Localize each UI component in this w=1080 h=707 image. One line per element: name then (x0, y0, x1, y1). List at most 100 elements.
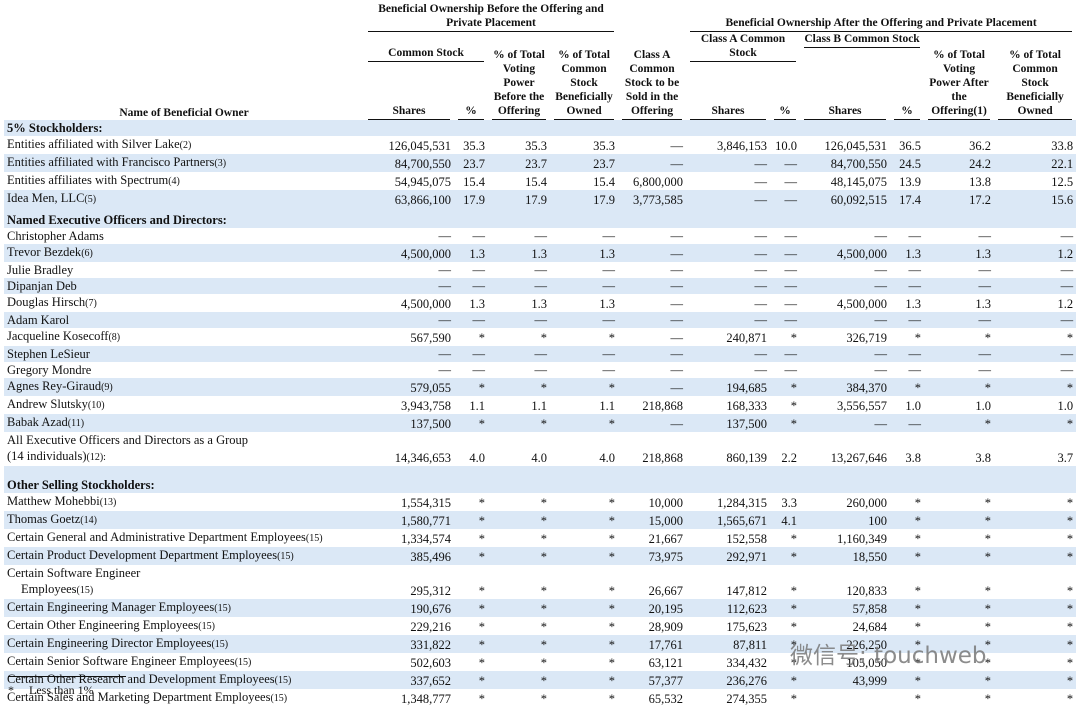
owner-name: All Executive Officers and Directors as … (4, 432, 364, 466)
owner-name-text: Thomas Goetz (7, 512, 81, 526)
owner-name-text: Entities affiliates with Spectrum (7, 173, 169, 187)
cell-value: * (454, 414, 488, 432)
cell-value: 100 (800, 511, 891, 529)
cell-value: * (608, 656, 616, 670)
col-header: % (894, 104, 921, 120)
cell-value: — (924, 312, 995, 328)
owner-name-text: Idea Men, LLC (7, 191, 85, 205)
cell-value: — (534, 363, 548, 377)
cell-value: — (784, 297, 798, 311)
cell-value: * (914, 496, 922, 510)
cell-value: 152,558 (726, 532, 768, 546)
cell-value: — (686, 346, 771, 362)
cell-value: 1.3 (890, 244, 925, 262)
cell-value: — (800, 414, 891, 432)
cell-value: — (488, 278, 550, 294)
cell-value: * (478, 584, 485, 598)
cell-value: — (784, 229, 798, 243)
cell-value: — (472, 363, 486, 377)
cell-value: — (602, 363, 616, 377)
footnote-ref: (3) (214, 158, 227, 169)
cell-value: 15,000 (618, 511, 687, 529)
cell-value: * (914, 692, 922, 706)
cell-value: — (800, 278, 891, 294)
cell-value: — (784, 363, 798, 377)
col-header: Class B Common Stock (804, 32, 921, 48)
cell-value: 1,160,349 (837, 532, 888, 546)
cell-value: 168,333 (726, 399, 768, 413)
cell-value: * (488, 511, 550, 529)
owner-name: Agnes Rey-Giraud(9) (4, 378, 364, 396)
cell-value: 22.1 (994, 154, 1077, 172)
cell-value: 502,603 (410, 656, 451, 670)
cell-value: — (784, 263, 798, 277)
cell-value: — (438, 363, 452, 377)
cell-value: — (618, 154, 687, 172)
cell-value: 384,370 (800, 378, 891, 396)
cell-value: — (978, 363, 992, 377)
cell-value: * (790, 331, 798, 345)
cell-value: — (670, 297, 684, 311)
footnote-ref: (15) (234, 657, 252, 668)
cell-value: 17,761 (618, 635, 687, 653)
cell-value: * (994, 671, 1077, 689)
data-row: Dipanjan Deb — — — — — — — — — — — (4, 278, 1077, 294)
cell-value: * (790, 692, 798, 706)
cell-value: * (890, 671, 925, 689)
cell-value: — (454, 312, 488, 328)
data-row: Entities affiliated with Silver Lake(2) 1… (4, 136, 1076, 154)
cell-value: 1.0 (905, 399, 922, 413)
cell-value: 73,975 (618, 547, 687, 565)
cell-value: — (1060, 363, 1074, 377)
cell-value: — (686, 312, 771, 328)
cell-value: 331,822 (364, 635, 454, 653)
cell-value: 567,590 (410, 331, 451, 345)
cell-value: * (914, 532, 922, 546)
data-row: Stephen LeSieur — — — — — — — — — — — (4, 346, 1077, 362)
cell-value: 10.0 (775, 139, 798, 153)
footnote-ref: (15) (277, 551, 294, 562)
cell-value: * (488, 599, 550, 617)
cell-value: — (770, 346, 801, 362)
cell-value: * (770, 635, 801, 653)
cell-value: * (1066, 584, 1074, 598)
cell-value: 1.0 (1057, 399, 1074, 413)
cell-value: — (754, 229, 768, 243)
col-header: % of Total Common Stock Beneficially Own… (998, 48, 1073, 120)
cell-value: 36.5 (899, 139, 922, 153)
cell-value: * (608, 692, 616, 706)
cell-value: * (488, 378, 550, 396)
cell-value: * (478, 656, 485, 670)
cell-value: * (550, 671, 619, 689)
cell-value: — (784, 175, 798, 189)
cell-value: 334,432 (726, 656, 768, 670)
cell-value: * (550, 414, 619, 432)
cell-value: — (1060, 229, 1074, 243)
footnote-ref: (1) (973, 105, 987, 117)
owner-name: Julie Bradley (4, 262, 364, 278)
ownership-table: Beneficial Ownership Before the Offering… (4, 0, 1077, 707)
cell-value: * (550, 547, 619, 565)
col-header: % of Total Common Stock Beneficially Own… (554, 48, 615, 120)
owner-name-text: Certain Product Development Department E… (7, 548, 278, 562)
owner-name: Certain Other Research and Development E… (4, 671, 364, 689)
cell-value: * (478, 331, 485, 345)
data-row: Certain Product Development Department E… (4, 547, 1077, 565)
data-row: Certain Other Engineering Employees(15) 2… (4, 617, 1076, 635)
cell-value: * (770, 671, 801, 689)
cell-value: 18,550 (800, 547, 891, 565)
cell-value: 84,700,550 (800, 154, 891, 172)
owner-name: Certain General and Administrative Depar… (4, 529, 364, 547)
cell-value: — (670, 229, 684, 243)
cell-value: — (618, 244, 687, 262)
cell-value: * (608, 584, 616, 598)
cell-value: * (608, 620, 616, 634)
footnote-ref: (15) (270, 693, 288, 704)
cell-value: 84,700,550 (364, 154, 454, 172)
cell-value: — (908, 363, 922, 377)
footnote-ref: (7) (85, 298, 97, 309)
footnote-ref: (9) (101, 382, 113, 393)
cell-value: * (994, 378, 1077, 396)
cell-value: — (1060, 263, 1074, 277)
cell-value: 3.8 (975, 451, 992, 465)
